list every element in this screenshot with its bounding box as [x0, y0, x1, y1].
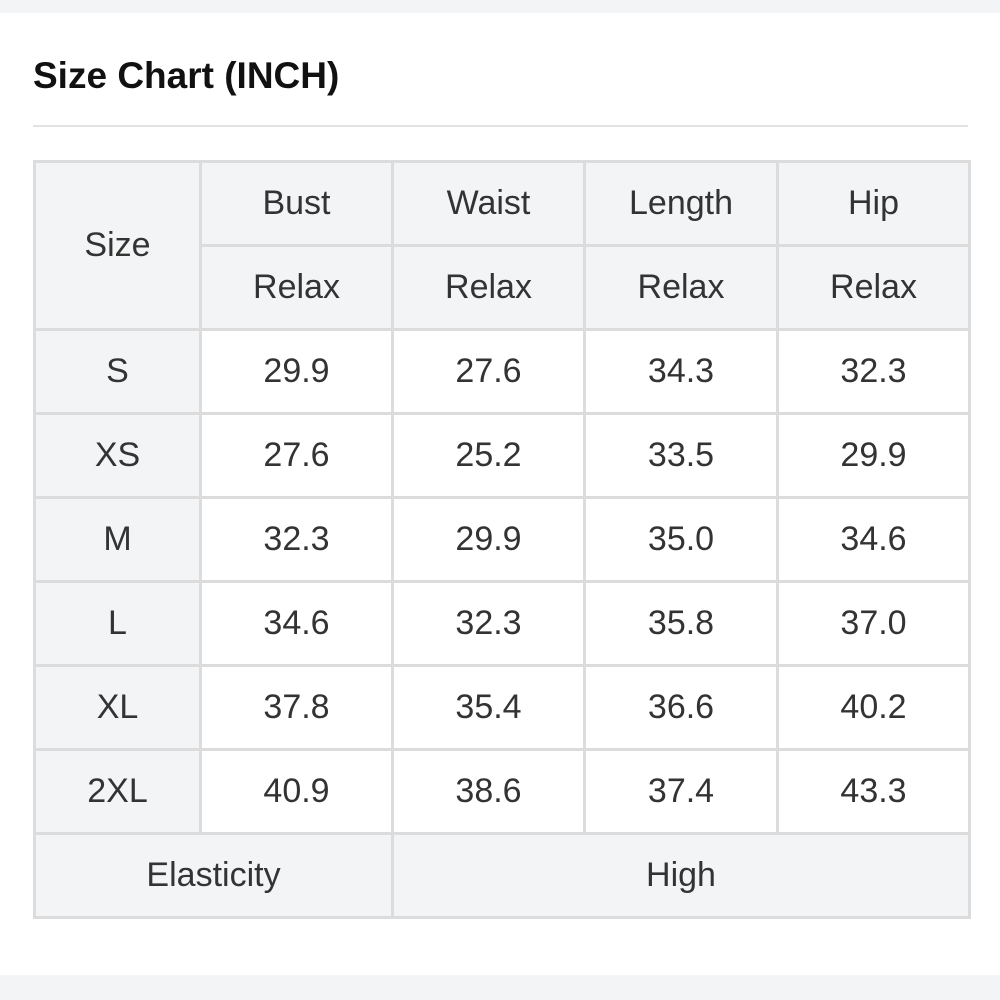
header-hip: Hip [776, 160, 971, 247]
value-cell: 34.3 [583, 328, 779, 415]
size-cell: L [33, 580, 202, 667]
header-bust: Bust [199, 160, 394, 247]
table-row: XS 27.6 25.2 33.5 29.9 [33, 412, 971, 499]
value-cell: 29.9 [199, 328, 394, 415]
value-cell: 32.3 [199, 496, 394, 583]
elasticity-label: Elasticity [33, 832, 394, 919]
table-row: XL 37.8 35.4 36.6 40.2 [33, 664, 971, 751]
bottom-band [0, 975, 1000, 1000]
value-cell: 32.3 [776, 328, 971, 415]
subheader-relax: Relax [391, 244, 586, 331]
value-cell: 29.9 [391, 496, 586, 583]
size-cell: M [33, 496, 202, 583]
header-size: Size [33, 160, 202, 331]
size-cell: XL [33, 664, 202, 751]
subheader-relax: Relax [583, 244, 779, 331]
page-title: Size Chart (INCH) [33, 55, 340, 96]
header-length: Length [583, 160, 779, 247]
divider [33, 125, 968, 127]
value-cell: 36.6 [583, 664, 779, 751]
value-cell: 32.3 [391, 580, 586, 667]
table-row: L 34.6 32.3 35.8 37.0 [33, 580, 971, 667]
value-cell: 40.9 [199, 748, 394, 835]
value-cell: 37.0 [776, 580, 971, 667]
subheader-relax: Relax [776, 244, 971, 331]
elasticity-row: Elasticity High [33, 832, 971, 919]
value-cell: 29.9 [776, 412, 971, 499]
value-cell: 35.8 [583, 580, 779, 667]
size-chart-table: Size Bust Waist Length Hip Relax Relax R… [33, 160, 971, 919]
table-row: S 29.9 27.6 34.3 32.3 [33, 328, 971, 415]
subheader-relax: Relax [199, 244, 394, 331]
table-row: 2XL 40.9 38.6 37.4 43.3 [33, 748, 971, 835]
value-cell: 33.5 [583, 412, 779, 499]
value-cell: 27.6 [391, 328, 586, 415]
subheader-row: Relax Relax Relax Relax [35, 244, 971, 331]
table-row: M 32.3 29.9 35.0 34.6 [33, 496, 971, 583]
value-cell: 34.6 [199, 580, 394, 667]
value-cell: 27.6 [199, 412, 394, 499]
value-cell: 43.3 [776, 748, 971, 835]
header-row: Size Bust Waist Length Hip [33, 160, 971, 331]
value-cell: 35.4 [391, 664, 586, 751]
value-cell: 38.6 [391, 748, 586, 835]
elasticity-value: High [391, 832, 971, 919]
value-cell: 35.0 [583, 496, 779, 583]
size-cell: XS [33, 412, 202, 499]
value-cell: 34.6 [776, 496, 971, 583]
value-cell: 37.4 [583, 748, 779, 835]
value-cell: 25.2 [391, 412, 586, 499]
header-waist: Waist [391, 160, 586, 247]
value-cell: 40.2 [776, 664, 971, 751]
value-cell: 37.8 [199, 664, 394, 751]
top-band [0, 0, 1000, 13]
size-cell: 2XL [33, 748, 202, 835]
size-cell: S [33, 328, 202, 415]
